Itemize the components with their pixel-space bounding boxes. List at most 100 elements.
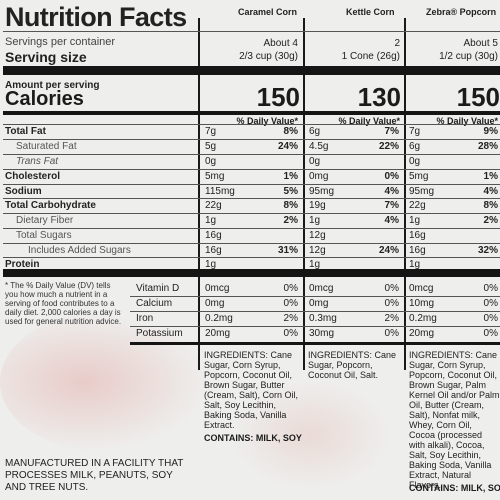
servings-value: About 4 (263, 38, 298, 49)
nutrient-amount: 12g (309, 245, 326, 256)
nutrient-amount: 5g (205, 141, 217, 152)
nutrient-amount: 115mg (205, 186, 235, 197)
nutrient-daily-value: 4% (384, 215, 399, 226)
nutrient-amount: 0g (309, 156, 321, 167)
vitamin-amount: 0mcg (205, 283, 230, 294)
row-rule (130, 326, 500, 327)
vitamin-daily-value: 0% (483, 328, 498, 339)
nutrient-amount: 6g (309, 126, 321, 137)
row-rule (3, 257, 500, 258)
row-rule (3, 213, 500, 214)
daily-value-footnote: * The % Daily Value (DV) tells you how m… (5, 281, 122, 326)
nutrient-amount: 1g (205, 215, 217, 226)
nutrient-amount: 0mg (309, 171, 329, 182)
vitamin-amount: 0mcg (409, 283, 434, 294)
column-header-caramel-corn: Caramel Corn (238, 7, 298, 17)
nutrient-daily-value: 2% (283, 215, 298, 226)
nutrient-daily-value: 32% (477, 245, 498, 256)
nutrient-daily-value: 7% (384, 200, 399, 211)
nutrient-daily-value: 0% (384, 171, 399, 182)
servings-per-container-label: Servings per container (5, 36, 116, 48)
nutrient-amount: 1g (409, 259, 421, 270)
allergen-contains-zebra-popcorn: CONTAINS: MILK, SOY (409, 483, 500, 493)
nutrient-amount: 16g (409, 245, 426, 256)
vitamin-daily-value: 0% (483, 283, 498, 294)
nutrient-amount: 4.5g (309, 141, 329, 152)
nutrient-amount: 16g (205, 230, 222, 241)
row-rule (3, 139, 500, 140)
amount-per-serving-label: Amount per serving (5, 80, 100, 91)
vitamin-daily-value: 0% (483, 298, 498, 309)
vitamin-label: Iron (136, 313, 154, 324)
nutrient-label: Saturated Fat (16, 141, 77, 152)
nutrient-amount: 7g (205, 126, 217, 137)
nutrient-amount: 22g (205, 200, 222, 211)
nutrient-label: Includes Added Sugars (28, 245, 131, 256)
vitamin-amount: 0.2mg (409, 313, 437, 324)
medium-rule (3, 111, 500, 115)
ingredients-zebra-popcorn: INGREDIENTS: Cane Sugar, Corn Syrup, Pop… (409, 350, 500, 490)
thick-rule (3, 269, 500, 277)
vitamin-daily-value: 0% (283, 283, 298, 294)
nutrient-daily-value: 1% (283, 171, 298, 182)
vitamin-label: Vitamin D (136, 283, 180, 294)
nutrient-amount: 22g (409, 200, 426, 211)
vitamin-amount: 0mg (205, 298, 225, 309)
facility-allergen-note: MANUFACTURED IN A FACILITY THAT PROCESSE… (5, 458, 184, 493)
vitamin-label: Potassium (136, 328, 183, 339)
medium-rule (130, 342, 500, 345)
nutrient-label: Dietary Fiber (16, 215, 74, 226)
daily-value-header: % Daily Value* (436, 116, 498, 126)
ingredients-caramel-corn: INGREDIENTS: Cane Sugar, Corn Syrup, Pop… (204, 350, 299, 430)
column-divider (198, 18, 200, 370)
nutrient-daily-value: 5% (283, 186, 298, 197)
vitamin-amount: 30mg (309, 328, 335, 339)
nutrient-amount: 1g (205, 259, 217, 270)
calories-value: 150 (456, 82, 500, 112)
calories-value: 130 (357, 82, 401, 112)
nutrient-amount: 6g (409, 141, 421, 152)
vitamin-daily-value: 0% (384, 328, 399, 339)
calories-label: Calories (5, 88, 84, 110)
nutrient-daily-value: 4% (384, 186, 399, 197)
nutrient-amount: 95mg (309, 186, 335, 197)
nutrient-amount: 95mg (409, 186, 435, 197)
serving-size-value: 1/2 cup (30g) (439, 51, 498, 62)
nutrient-daily-value: 31% (277, 245, 298, 256)
vitamin-label: Calcium (136, 298, 173, 309)
nutrient-label: Total Sugars (16, 230, 72, 241)
daily-value-header: % Daily Value* (236, 116, 298, 126)
daily-value-header: % Daily Value* (338, 116, 400, 126)
nutrient-amount: 7g (409, 126, 421, 137)
vitamin-daily-value: 0% (384, 283, 399, 294)
rule (3, 31, 500, 32)
nutrition-facts-title: Nutrition Facts (5, 2, 187, 32)
nutrient-daily-value: 7% (384, 126, 399, 137)
row-rule (3, 228, 500, 229)
nutrient-amount: 16g (205, 245, 222, 256)
nutrient-amount: 16g (409, 230, 426, 241)
calories-value: 150 (256, 82, 300, 112)
nutrient-amount: 0g (409, 156, 421, 167)
vitamin-amount: 0.2mg (205, 313, 233, 324)
nutrient-amount: 0g (205, 156, 217, 167)
vitamin-amount: 0mg (309, 298, 329, 309)
nutrient-daily-value: 24% (277, 141, 298, 152)
serving-size-value: 1 Cone (26g) (341, 51, 400, 62)
nutrient-amount: 1g (409, 215, 421, 226)
row-rule (130, 296, 500, 297)
column-header-zebra-popcorn: Zebra® Popcorn (426, 7, 497, 17)
nutrient-daily-value: 2% (483, 215, 498, 226)
servings-value: About 5 (463, 38, 498, 49)
serving-size-value: 2/3 cup (30g) (239, 51, 298, 62)
row-rule (3, 198, 500, 199)
package-watermark-2 (230, 380, 390, 490)
nutrient-amount: 5mg (205, 171, 225, 182)
thick-rule (3, 66, 500, 75)
nutrient-amount: 12g (309, 230, 326, 241)
row-rule (3, 169, 500, 170)
nutrient-amount: 19g (309, 200, 326, 211)
nutrient-daily-value: 1% (483, 171, 498, 182)
allergen-contains-caramel-corn: CONTAINS: MILK, SOY (204, 433, 302, 443)
nutrient-daily-value: 24% (378, 245, 399, 256)
